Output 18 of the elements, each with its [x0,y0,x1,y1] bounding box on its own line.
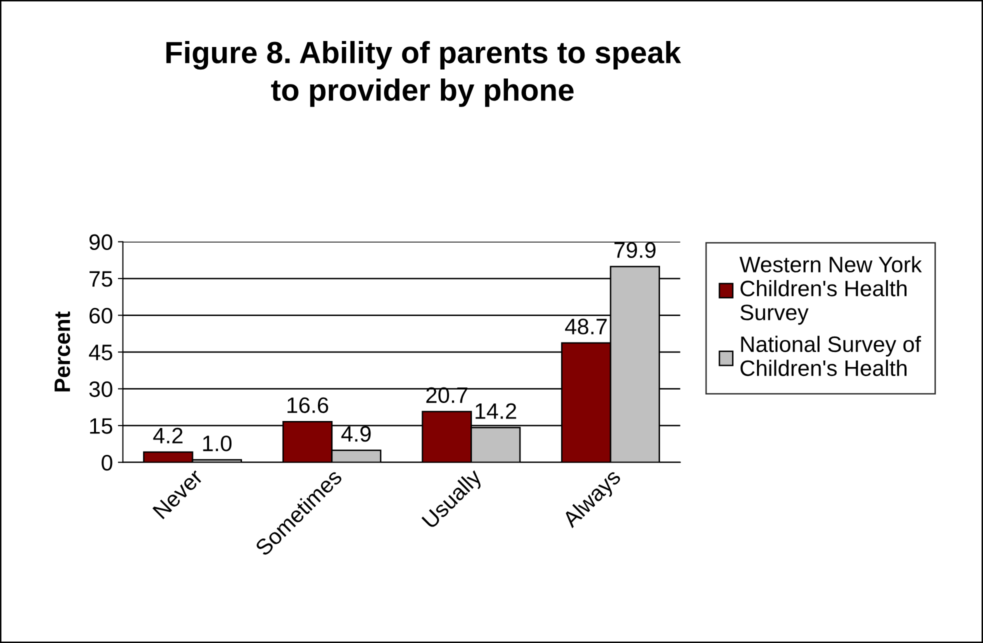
y-axis-title: Percent [54,312,70,392]
chart-title: Figure 8. Ability of parents to speak to provider by phone [166,40,682,107]
data-label: 79.9 [614,242,656,258]
data-label: 4.9 [341,426,371,442]
data-label: 14.2 [476,403,516,419]
y-tick-label: 90 [89,234,112,250]
data-label: 1.0 [203,436,232,452]
y-tick-label: 0 [102,454,112,471]
legend-label: National Survey of Children's Health [740,336,922,376]
y-tick-label: 75 [90,271,112,287]
y-tick-label: 60 [90,308,112,324]
y-tick-label: 30 [89,381,112,398]
data-label: 48.7 [565,318,607,334]
data-label: 16.6 [288,397,328,414]
y-tick-label: 45 [88,344,112,360]
data-label: 4.2 [153,428,182,444]
legend-label: Western New York Children's Health Survey [740,256,922,325]
y-tick-label: 15 [90,418,112,434]
